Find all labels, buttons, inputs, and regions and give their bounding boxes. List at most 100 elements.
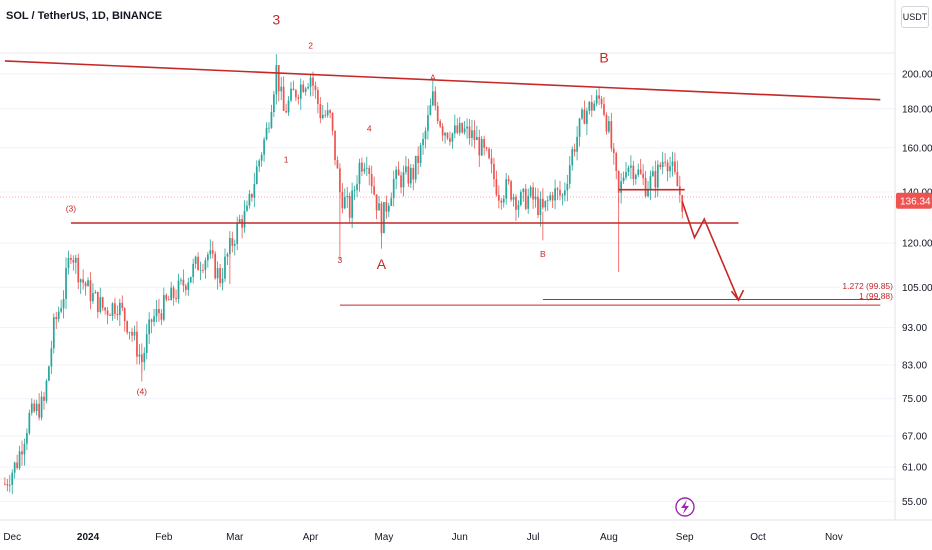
candle-body bbox=[79, 279, 82, 283]
candle-body bbox=[576, 136, 578, 152]
candle-body bbox=[175, 297, 177, 299]
candle-body bbox=[106, 310, 109, 316]
candle-body bbox=[145, 334, 148, 353]
candle-body bbox=[593, 103, 596, 111]
candle-body bbox=[48, 366, 50, 381]
candle-body bbox=[375, 194, 378, 211]
candle-body bbox=[40, 396, 43, 418]
candle-body bbox=[287, 100, 290, 113]
candle-body bbox=[270, 112, 273, 128]
candle-body bbox=[104, 307, 107, 311]
candle-body bbox=[321, 114, 324, 119]
candle-body bbox=[370, 174, 373, 187]
candle-body bbox=[258, 160, 261, 167]
candle-body bbox=[571, 149, 574, 166]
candle-body bbox=[243, 210, 246, 228]
fib-labels: 1.272 (99.85)1 (99.88) bbox=[842, 281, 893, 301]
candle-body bbox=[214, 253, 217, 279]
candle-body bbox=[170, 287, 173, 301]
candle-body bbox=[387, 205, 390, 212]
candle-body bbox=[282, 86, 285, 111]
candle-body bbox=[551, 195, 554, 201]
candle-body bbox=[495, 179, 498, 195]
candle-body bbox=[233, 243, 236, 246]
candle-body bbox=[542, 198, 544, 208]
candle-body bbox=[160, 313, 163, 320]
candle-body bbox=[182, 279, 185, 286]
candle-body bbox=[615, 153, 618, 171]
price-tick-label: 75.00 bbox=[902, 394, 927, 405]
candle-body bbox=[70, 257, 72, 260]
candle-body bbox=[390, 198, 393, 206]
candle-body bbox=[622, 177, 625, 182]
price-tick-label: 61.00 bbox=[902, 463, 927, 474]
candle-body bbox=[148, 319, 151, 335]
candle-body bbox=[353, 190, 356, 191]
currency-button[interactable]: USDT bbox=[901, 6, 929, 28]
time-tick-label: Jul bbox=[527, 532, 540, 543]
candle-body bbox=[365, 167, 368, 169]
candle-body bbox=[600, 98, 603, 105]
candle-body bbox=[317, 90, 319, 105]
candle-body bbox=[439, 121, 442, 127]
candle-body bbox=[397, 169, 400, 176]
candle-body bbox=[661, 161, 664, 168]
candle-body bbox=[309, 77, 312, 87]
trend-drawings bbox=[4, 60, 881, 306]
candle-body bbox=[586, 110, 588, 124]
candle-body bbox=[639, 169, 642, 174]
candle-body bbox=[493, 163, 495, 180]
candle-body bbox=[573, 149, 576, 152]
candle-body bbox=[652, 171, 654, 177]
candle-body bbox=[140, 354, 143, 363]
candle-body bbox=[505, 179, 508, 199]
candle-body bbox=[162, 295, 165, 320]
candle-body bbox=[478, 137, 481, 156]
lightning-icon[interactable] bbox=[675, 497, 695, 517]
time-axis[interactable]: Dec 2024 Feb Mar Apr May Jun Jul Aug Sep Oct Nov bbox=[3, 532, 842, 543]
candle-body bbox=[654, 171, 657, 188]
wave-label: 4 bbox=[367, 124, 372, 134]
candle-body bbox=[319, 104, 322, 119]
time-tick-label: May bbox=[374, 532, 393, 543]
candle-body bbox=[634, 175, 637, 180]
candle-body bbox=[280, 86, 283, 92]
price-tag-bg bbox=[896, 192, 932, 209]
candle-body bbox=[480, 139, 483, 156]
candle-body bbox=[446, 132, 449, 139]
candle-body bbox=[45, 380, 48, 401]
candle-body bbox=[77, 257, 80, 283]
candle-body bbox=[290, 88, 292, 101]
candle-body bbox=[231, 238, 234, 246]
candle-body bbox=[532, 187, 534, 200]
wave-label: (3) bbox=[66, 204, 77, 214]
candle-body bbox=[114, 303, 116, 314]
candle-body bbox=[603, 104, 605, 115]
candle-body bbox=[441, 126, 444, 136]
candle-body bbox=[33, 403, 36, 412]
candle-body bbox=[87, 280, 89, 287]
candle-body bbox=[461, 123, 464, 133]
candle-body bbox=[676, 171, 679, 187]
price-tick-label: 120.00 bbox=[902, 239, 932, 250]
candle-body bbox=[180, 279, 182, 281]
candle-body bbox=[356, 184, 358, 191]
candle-body bbox=[189, 276, 192, 283]
candle-body bbox=[116, 313, 119, 316]
wave-label: B bbox=[540, 249, 546, 259]
candle-body bbox=[57, 311, 60, 320]
candle-body bbox=[373, 186, 375, 195]
candle-body bbox=[392, 178, 395, 199]
candle-body bbox=[617, 170, 620, 193]
candle-body bbox=[329, 110, 331, 113]
wave-label: 2 bbox=[308, 40, 313, 50]
candle-body bbox=[507, 179, 510, 182]
candle-body bbox=[28, 412, 31, 434]
candle-body bbox=[194, 256, 197, 264]
candle-body bbox=[463, 128, 466, 133]
candle-body bbox=[456, 125, 459, 133]
candle-body bbox=[539, 198, 542, 216]
candle-body bbox=[642, 173, 644, 179]
